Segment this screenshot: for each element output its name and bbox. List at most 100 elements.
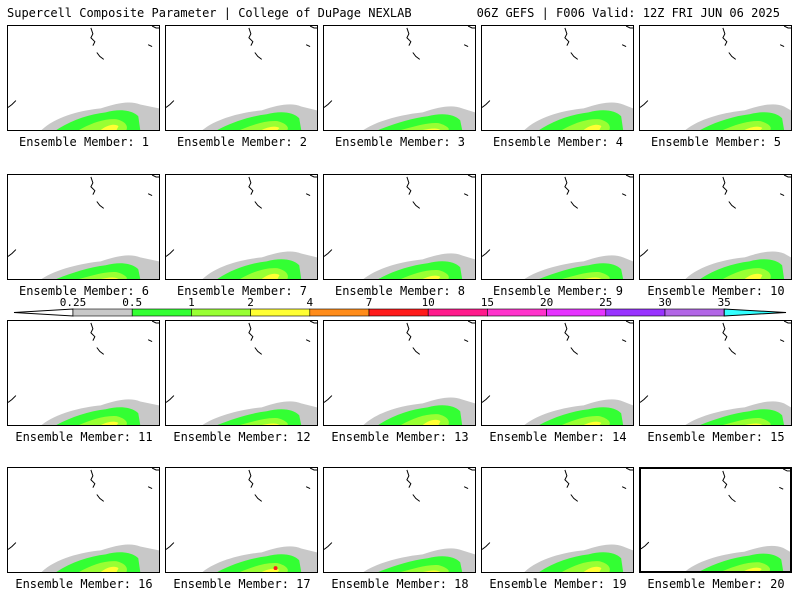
coastline-4 xyxy=(640,100,649,108)
coastline-4 xyxy=(166,542,175,550)
coastline-1 xyxy=(248,322,254,341)
coastline-2 xyxy=(96,52,105,60)
coastline-3 xyxy=(621,486,627,490)
scp-4-contour xyxy=(261,126,280,130)
coastline-1 xyxy=(564,176,570,195)
map-field xyxy=(166,468,317,572)
scp-4-contour xyxy=(583,277,602,279)
coastline-1 xyxy=(248,469,254,488)
ensemble-map-16[interactable] xyxy=(7,467,160,573)
member-label: Ensemble Member: 18 xyxy=(331,577,469,591)
ensemble-map-8[interactable] xyxy=(323,174,476,280)
member-label: Ensemble Member: 1 xyxy=(18,135,150,149)
coastline-1 xyxy=(722,27,728,46)
member-label: Ensemble Member: 9 xyxy=(492,284,624,298)
coastline-1 xyxy=(564,469,570,488)
legend-bin-15 xyxy=(487,308,547,317)
map-field xyxy=(640,321,791,425)
map-field xyxy=(482,468,633,572)
coastline-2 xyxy=(254,201,263,209)
legend-level-label: 0.25 xyxy=(59,296,87,309)
ensemble-map-20[interactable] xyxy=(639,467,792,573)
coastline-5 xyxy=(309,321,317,324)
legend-level-label: 7 xyxy=(365,296,373,309)
ensemble-map-17[interactable] xyxy=(165,467,318,573)
coastline-3 xyxy=(305,193,311,197)
coastline-4 xyxy=(324,542,333,550)
coastline-1 xyxy=(90,322,96,341)
color-legend: 0.25 0.5 1 2 4 7 10 15 20 25 30 35 xyxy=(0,296,800,322)
coastline-1 xyxy=(90,27,96,46)
coastline-1 xyxy=(406,176,412,195)
ensemble-map-5[interactable] xyxy=(639,25,792,131)
member-label: Ensemble Member: 16 xyxy=(15,577,153,591)
member-label: Ensemble Member: 11 xyxy=(15,430,153,444)
scp-2-contour xyxy=(240,418,288,425)
member-label: Ensemble Member: 15 xyxy=(647,430,785,444)
scp-10-contour xyxy=(273,566,278,571)
coastline-5 xyxy=(782,469,790,472)
scp-4-contour xyxy=(261,273,280,279)
legend-level-label: 35 xyxy=(717,296,731,309)
run-valid-title: 06Z GEFS | F006 Valid: 12Z FRI JUN 06 20… xyxy=(476,6,780,20)
coastline-3 xyxy=(305,339,311,343)
coastline-5 xyxy=(151,321,159,324)
coastline-2 xyxy=(412,494,421,502)
coastline-1 xyxy=(248,176,254,195)
color-bar xyxy=(13,308,787,317)
coastline-1 xyxy=(406,322,412,341)
coastline-4 xyxy=(324,395,333,403)
coastline-5 xyxy=(151,468,159,471)
coastline-5 xyxy=(625,26,633,29)
scp-4-contour xyxy=(422,419,441,425)
coastline-2 xyxy=(254,52,263,60)
ensemble-map-13[interactable] xyxy=(323,320,476,426)
coastline-4 xyxy=(482,100,491,108)
coastline-3 xyxy=(463,339,469,343)
scp-4-contour xyxy=(100,277,119,279)
coastline-4 xyxy=(482,542,491,550)
ensemble-map-14[interactable] xyxy=(481,320,634,426)
legend-level-label: 20 xyxy=(539,296,554,309)
coastline-1 xyxy=(564,322,570,341)
coastline-3 xyxy=(147,486,153,490)
ensemble-map-2[interactable] xyxy=(165,25,318,131)
legend-bin-30 xyxy=(664,308,725,317)
ensemble-map-7[interactable] xyxy=(165,174,318,280)
ensemble-map-15[interactable] xyxy=(639,320,792,426)
coastline-3 xyxy=(463,44,469,48)
ensemble-map-1[interactable] xyxy=(7,25,160,131)
coastline-2 xyxy=(728,201,737,209)
coastline-4 xyxy=(324,249,333,257)
coastline-2 xyxy=(254,347,263,355)
legend-bin-0.25 xyxy=(72,308,133,317)
ensemble-map-18[interactable] xyxy=(323,467,476,573)
ensemble-map-6[interactable] xyxy=(7,174,160,280)
coastline-2 xyxy=(728,52,737,60)
legend-bin-0.5 xyxy=(131,308,192,317)
ensemble-map-3[interactable] xyxy=(323,25,476,131)
coastline-3 xyxy=(463,486,469,490)
map-field xyxy=(324,175,475,279)
scp-4-contour xyxy=(100,566,119,572)
coastline-5 xyxy=(309,26,317,29)
map-field xyxy=(324,26,475,130)
legend-level-label: 10 xyxy=(421,296,435,309)
ensemble-map-10[interactable] xyxy=(639,174,792,280)
ensemble-map-19[interactable] xyxy=(481,467,634,573)
map-field xyxy=(482,321,633,425)
ensemble-map-11[interactable] xyxy=(7,320,160,426)
scp-4-contour xyxy=(583,421,602,425)
ensemble-map-9[interactable] xyxy=(481,174,634,280)
map-field xyxy=(640,26,791,130)
ensemble-map-4[interactable] xyxy=(481,25,634,131)
member-label: Ensemble Member: 5 xyxy=(650,135,782,149)
scp-2-contour xyxy=(400,123,449,130)
ensemble-map-12[interactable] xyxy=(165,320,318,426)
coastline-5 xyxy=(309,175,317,178)
member-label: Ensemble Member: 7 xyxy=(176,284,308,298)
legend-level-label: 30 xyxy=(658,296,672,309)
member-label: Ensemble Member: 2 xyxy=(176,135,308,149)
member-label: Ensemble Member: 14 xyxy=(489,430,627,444)
coastline-4 xyxy=(166,249,175,257)
